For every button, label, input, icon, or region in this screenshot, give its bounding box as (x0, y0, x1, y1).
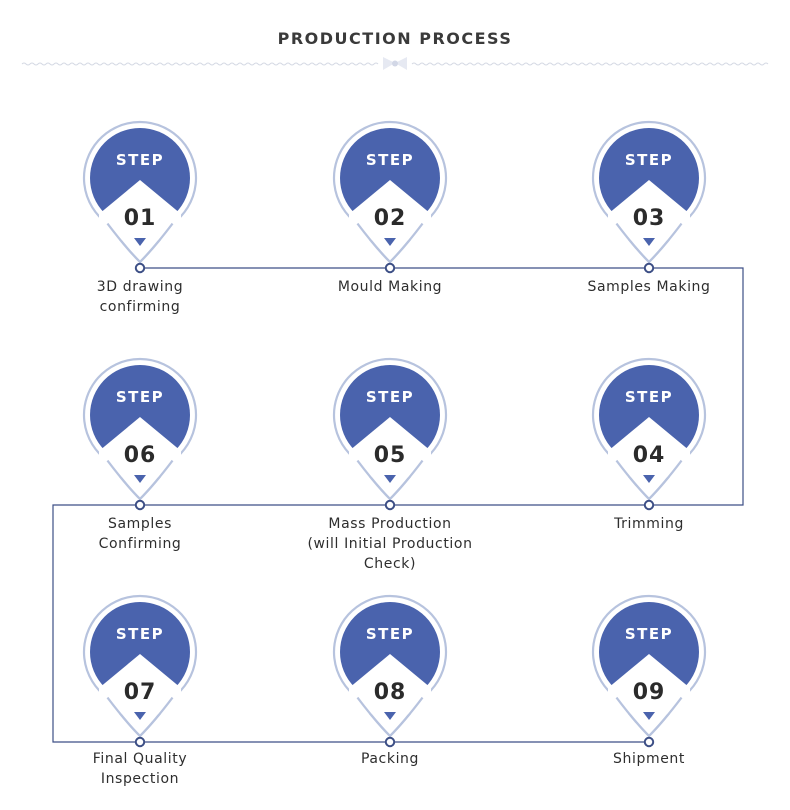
down-triangle-icon (384, 475, 396, 483)
step-label: Samples Confirming (98, 516, 182, 552)
step-badge: STEP (625, 625, 673, 643)
step-dot (134, 499, 146, 511)
step-badge: STEP (366, 625, 414, 643)
connector-line (52, 267, 744, 743)
step-dot (643, 499, 655, 511)
down-triangle-icon (134, 712, 146, 720)
down-triangle-icon (134, 238, 146, 246)
title-divider (21, 57, 769, 70)
pin-cutout (99, 180, 181, 240)
step-label: 3D drawing confirming (96, 279, 184, 315)
step-number: 04 (633, 443, 666, 468)
step-badge: STEP (625, 388, 673, 406)
down-triangle-icon (643, 712, 655, 720)
step-dot (384, 499, 396, 511)
step-pin: STEP 01 (82, 120, 198, 274)
step-pin: STEP 04 (591, 357, 707, 511)
page-title: PRODUCTION PROCESS (277, 29, 513, 48)
down-triangle-icon (134, 475, 146, 483)
down-triangle-icon (384, 712, 396, 720)
step-number: 09 (633, 680, 666, 705)
step-badge: STEP (116, 388, 164, 406)
step-number: 02 (374, 206, 407, 231)
step-pin: STEP 02 (332, 120, 448, 274)
pin-cutout (608, 417, 690, 477)
step-pin: STEP 09 (591, 594, 707, 748)
step-dot (134, 262, 146, 274)
step-pin: STEP 05 (332, 357, 448, 511)
step-pin: STEP 06 (82, 357, 198, 511)
step-dot (384, 262, 396, 274)
step-number: 06 (124, 443, 157, 468)
step-pin: STEP 07 (82, 594, 198, 748)
step-badge: STEP (116, 625, 164, 643)
down-triangle-icon (384, 238, 396, 246)
step-number: 07 (124, 680, 157, 705)
bow-icon (383, 57, 407, 70)
step-dot (384, 736, 396, 748)
step-label: Packing (360, 751, 420, 767)
pin-cutout (99, 417, 181, 477)
pin-cutout (608, 654, 690, 714)
step-badge: STEP (116, 151, 164, 169)
pin-cutout (349, 180, 431, 240)
step-badge: STEP (625, 151, 673, 169)
step-pin: STEP 03 (591, 120, 707, 274)
pin-cutout (608, 180, 690, 240)
step-number: 08 (374, 680, 407, 705)
step-number: 01 (124, 206, 157, 231)
pin-cutout (349, 417, 431, 477)
pin-cutout (349, 654, 431, 714)
step-number: 05 (374, 443, 407, 468)
step-label: Samples Making (587, 279, 711, 295)
step-label: Mould Making (337, 279, 443, 295)
step-label: Mass Production (will Initial Production… (307, 516, 473, 572)
down-triangle-icon (643, 475, 655, 483)
step-pin: STEP 08 (332, 594, 448, 748)
step-label: Final Quality Inspection (92, 751, 188, 787)
step-number: 03 (633, 206, 666, 231)
step-badge: STEP (366, 388, 414, 406)
step-dot (134, 736, 146, 748)
pin-cutout (99, 654, 181, 714)
step-badge: STEP (366, 151, 414, 169)
step-label: Shipment (613, 751, 685, 767)
step-dot (643, 736, 655, 748)
step-dot (643, 262, 655, 274)
down-triangle-icon (643, 238, 655, 246)
step-label: Trimming (614, 516, 684, 532)
